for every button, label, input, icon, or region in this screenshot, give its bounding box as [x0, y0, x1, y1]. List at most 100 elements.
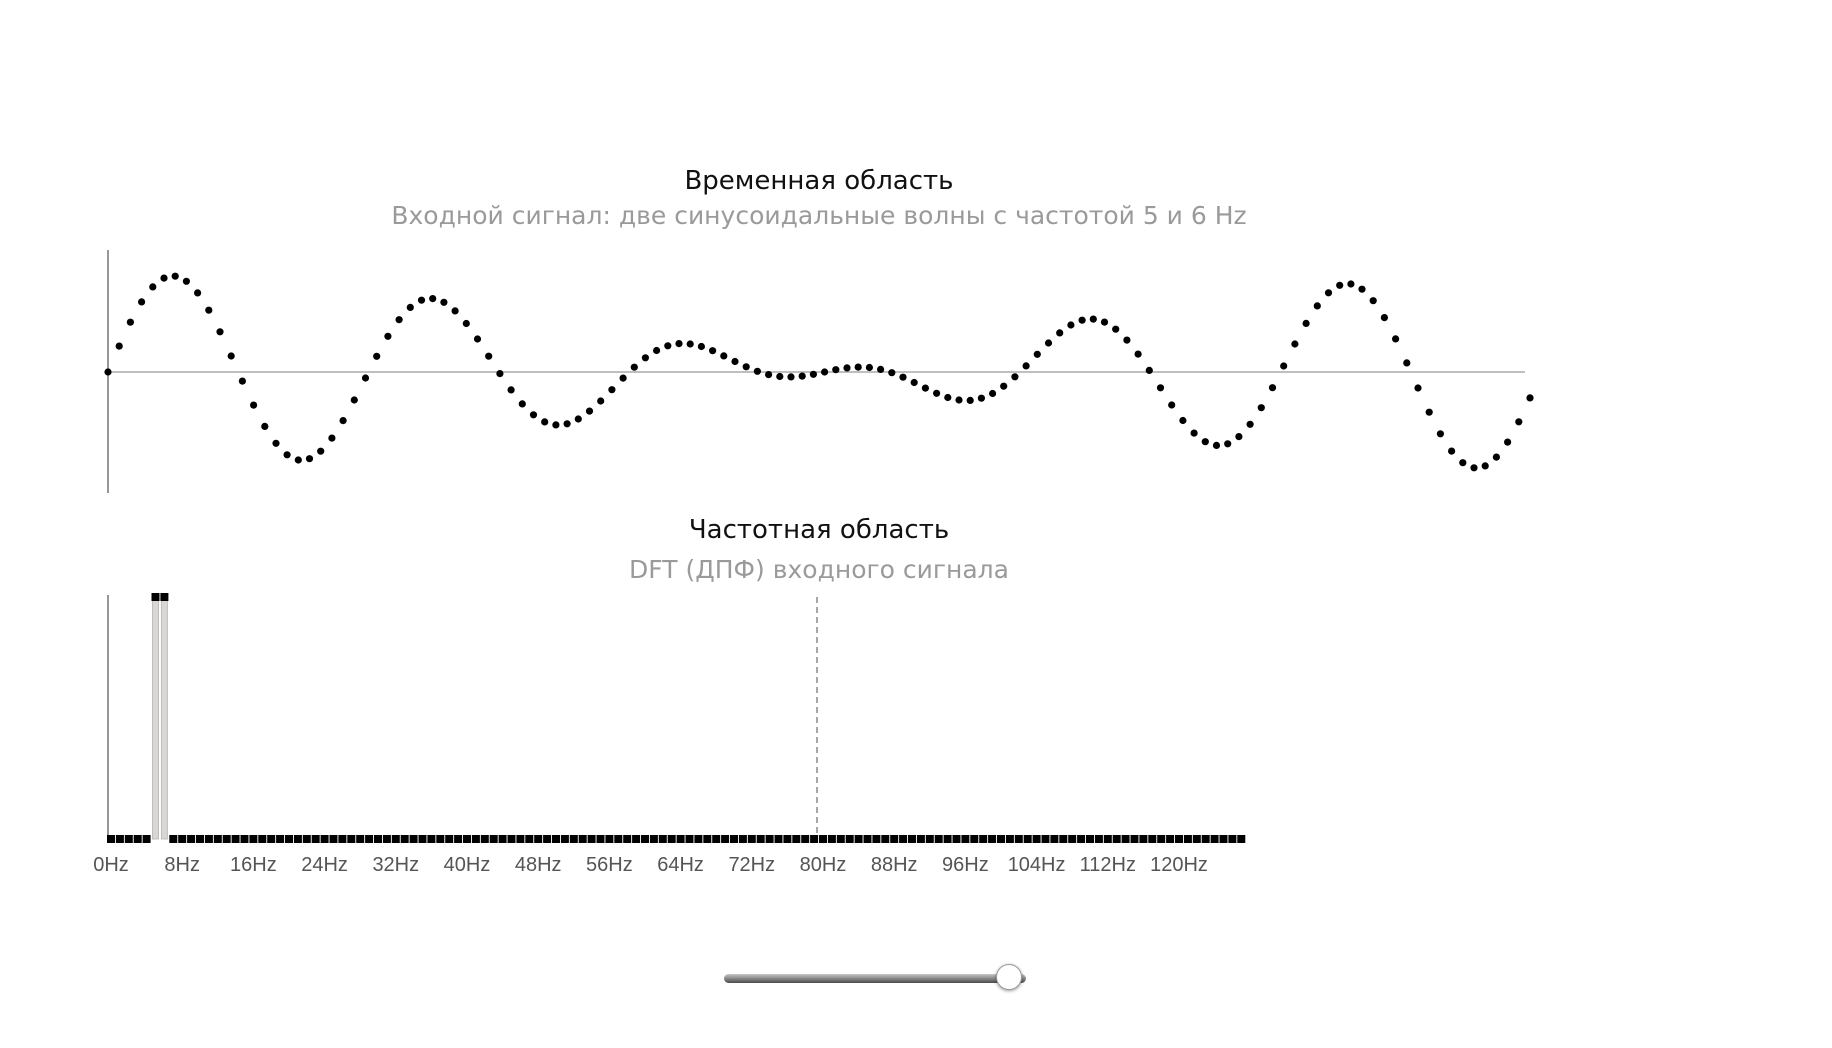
frequency-bin-marker [1219, 835, 1228, 843]
time-sample-point [451, 307, 459, 315]
time-sample-point [720, 352, 728, 360]
frequency-bin-marker [1130, 835, 1139, 843]
time-sample-point [776, 372, 784, 381]
time-sample-point [305, 455, 314, 463]
frequency-bin-marker [276, 835, 285, 843]
frequency-bin-marker [774, 835, 783, 843]
frequency-bin-marker [445, 835, 454, 843]
time-sample-point [149, 283, 157, 291]
frequency-bin-marker [525, 835, 534, 843]
time-sample-point [462, 319, 470, 328]
time-sample-point [1224, 440, 1232, 448]
time-sample-point [1078, 316, 1086, 324]
time-sample-point [821, 368, 829, 376]
frequency-bin-marker [1077, 835, 1086, 843]
frequency-bin-marker [1121, 835, 1130, 843]
frequency-bin-marker [961, 835, 970, 843]
frequency-bin-marker [374, 835, 382, 843]
time-sample-point [1280, 362, 1288, 370]
frequency-bin-marker [543, 835, 552, 843]
time-sample-point [641, 354, 650, 362]
time-sample-point [1459, 459, 1467, 467]
frequency-bin-marker [427, 835, 436, 843]
frequency-bin-marker [258, 835, 267, 843]
frequency-bin-marker [943, 835, 952, 843]
frequency-bin-marker [124, 835, 133, 843]
frequency-bin-marker [552, 835, 560, 843]
frequency-bin-marker [347, 835, 356, 843]
frequency-bin-marker [676, 835, 685, 843]
sample-slider[interactable] [724, 963, 1026, 997]
frequency-tick-label: 0Hz [93, 854, 129, 876]
frequency-bin-marker [231, 835, 240, 843]
frequency-bin-marker [712, 835, 721, 843]
time-sample-point [1515, 418, 1523, 426]
frequency-bin-marker [738, 835, 747, 843]
time-sample-point [809, 370, 818, 378]
time-sample-point [910, 378, 918, 387]
slider-thumb[interactable] [995, 964, 1022, 990]
frequency-bin-marker [792, 835, 801, 843]
time-sample-point [1392, 335, 1400, 343]
time-sample-point [966, 396, 974, 404]
frequency-bin-marker [1014, 835, 1023, 843]
time-sample-point [250, 401, 258, 409]
frequency-bin-marker [1068, 835, 1077, 843]
time-sample-point [1089, 315, 1097, 323]
frequency-bin-marker [365, 835, 374, 843]
frequency-bin-marker [1175, 835, 1183, 843]
frequency-bin-marker [1094, 835, 1103, 843]
time-sample-point [138, 298, 146, 306]
time-sample-point [753, 367, 762, 375]
frequency-bin-marker [1139, 835, 1148, 843]
time-sample-point [339, 417, 347, 425]
time-sample-point [283, 451, 291, 459]
frequency-bin-marker [560, 835, 569, 843]
frequency-tick-label: 56Hz [586, 854, 633, 876]
time-sample-point [1212, 441, 1221, 449]
frequency-bin-marker [979, 835, 988, 843]
time-sample-point [989, 389, 997, 398]
frequency-bin-marker [1023, 835, 1032, 843]
time-sample-point [373, 352, 381, 360]
time-sample-point [675, 340, 683, 348]
time-sample-point [205, 306, 213, 314]
time-sample-point [104, 368, 112, 376]
frequency-bin-marker [534, 835, 543, 843]
time-sample-point [597, 397, 605, 405]
frequency-bin-marker [1032, 835, 1041, 843]
time-sample-point [485, 352, 493, 360]
time-sample-point [1369, 297, 1377, 305]
time-sample-point [955, 396, 963, 404]
time-sample-point [1022, 362, 1030, 370]
time-sample-point [115, 342, 123, 350]
time-sample-point [664, 342, 672, 350]
time-sample-point [1190, 429, 1198, 437]
time-sample-point [1246, 420, 1254, 428]
time-sample-point [697, 342, 706, 351]
frequency-bin-marker [196, 835, 204, 843]
time-sample-point [238, 377, 246, 385]
frequency-bin-marker [765, 835, 774, 843]
frequency-bin-marker [1192, 835, 1201, 843]
time-sample-point [585, 407, 594, 415]
frequency-bin-marker [872, 835, 881, 843]
frequency-bin-marker [409, 835, 418, 843]
time-sample-point [429, 295, 437, 303]
time-sample-point [1347, 280, 1355, 288]
frequency-bin-marker [596, 835, 605, 843]
frequency-tick-label: 96Hz [942, 854, 989, 876]
frequency-bin-marker [801, 835, 810, 843]
time-sample-point [440, 298, 448, 306]
slider-track[interactable] [724, 974, 1026, 983]
frequency-bin-marker [827, 835, 836, 843]
frequency-bin-marker [925, 835, 934, 843]
time-sample-point [843, 364, 851, 372]
frequency-bin-marker [1103, 835, 1112, 843]
frequency-bin-marker [845, 835, 854, 843]
frequency-tick-label: 40Hz [444, 854, 491, 876]
time-sample-point [1425, 408, 1433, 416]
frequency-bin-marker [249, 835, 258, 843]
time-sample-point [653, 346, 661, 355]
